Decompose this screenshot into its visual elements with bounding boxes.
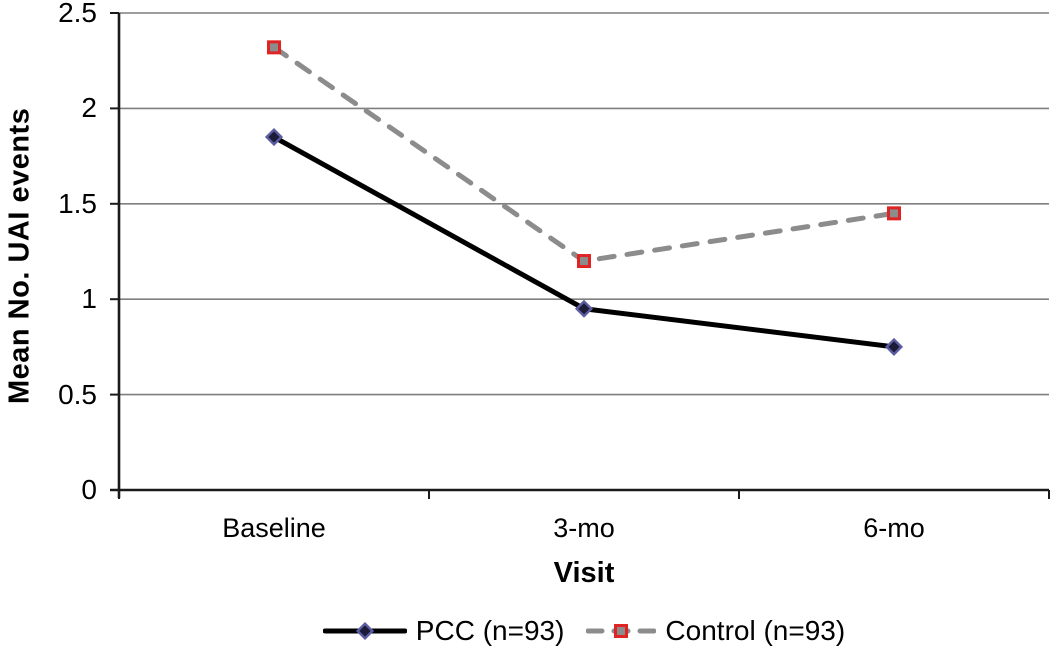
legend-item-control: Control (n=93): [586, 614, 845, 648]
legend-label-pcc: PCC (n=93): [415, 615, 565, 646]
x-axis-title: Visit: [553, 557, 615, 589]
legend-label-control: Control (n=93): [665, 615, 846, 646]
y-tick-label: 1.5: [58, 187, 97, 219]
x-axis-tick-labels: Baseline 3-mo 6-mo: [0, 512, 1050, 546]
y-tick-label: 1: [81, 283, 97, 315]
y-tick-label: 0: [81, 474, 97, 505]
pcc-solid-line-diamond-swatch: [322, 621, 407, 641]
legend: PCC (n=93) Control (n=93): [119, 612, 1049, 650]
y-tick-label: 2.5: [58, 0, 97, 28]
legend-item-pcc: PCC (n=93): [322, 614, 565, 648]
y-axis-title: Mean No. UAI events: [3, 107, 36, 405]
y-tick-label: 0.5: [58, 378, 97, 410]
control-dashed-line-square-swatch: [586, 624, 657, 638]
y-axis-tick-labels: 0 0.5 1 1.5 2 2.5: [38, 0, 97, 651]
y-tick-label: 2: [81, 92, 97, 124]
x-tick-label: 6-mo: [863, 513, 925, 543]
x-tick-label: Baseline: [222, 513, 326, 543]
x-tick-label: 3-mo: [553, 513, 615, 543]
